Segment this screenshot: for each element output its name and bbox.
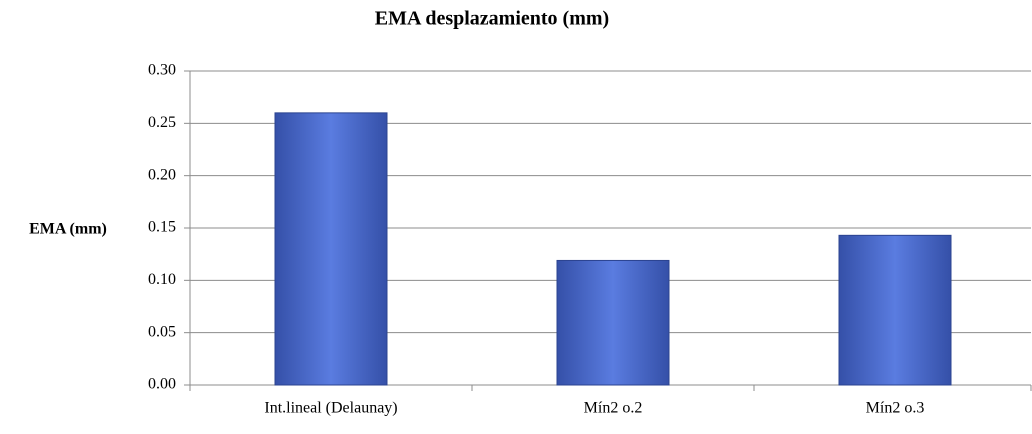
y-tick-label: 0.05: [148, 323, 176, 340]
bar: [838, 234, 952, 386]
y-tick-label: 0.10: [148, 271, 176, 288]
x-tick-label: Mín2 o.2: [584, 400, 643, 417]
y-tick-label: 0.25: [148, 114, 176, 131]
y-tick-label: 0.15: [148, 219, 176, 236]
y-axis-label: EMA (mm): [29, 221, 107, 238]
bar: [274, 112, 388, 386]
y-tick-label: 0.20: [148, 166, 176, 183]
chart-title: EMA desplazamiento (mm): [375, 8, 609, 30]
x-tick-label: Mín2 o.3: [866, 400, 925, 417]
bar: [556, 259, 670, 386]
x-tick-label: Int.lineal (Delaunay): [264, 400, 397, 417]
y-tick-label: 0.30: [148, 62, 176, 79]
y-tick-label: 0.00: [148, 376, 176, 393]
